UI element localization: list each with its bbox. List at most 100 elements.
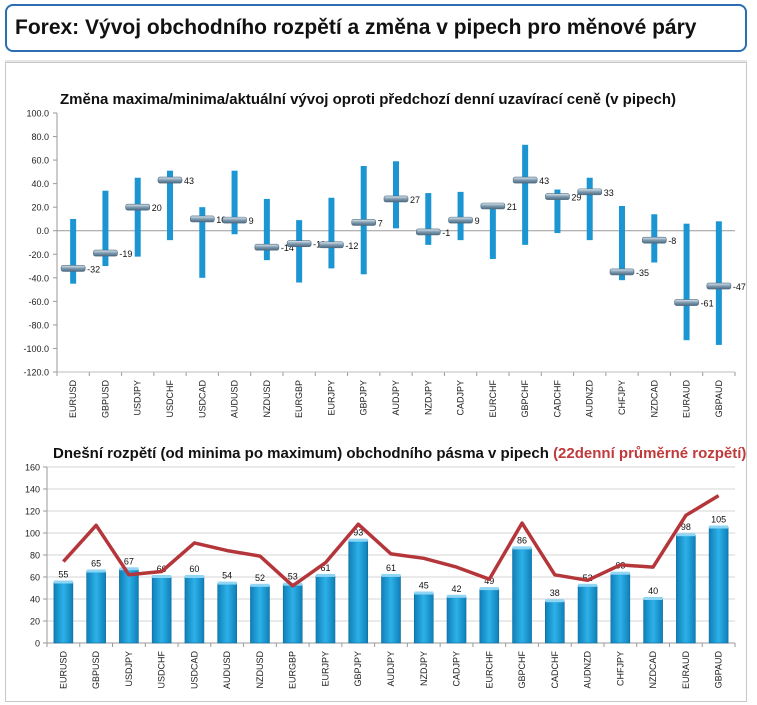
chart-1-category-label: NZDCAD (649, 380, 659, 418)
chart-1-category-label: CHFJPY (617, 380, 627, 415)
chart-2-bar (348, 540, 369, 644)
chart-2-category-label: NZDUSD (255, 651, 265, 689)
chart-2-value-label: 61 (386, 563, 396, 573)
chart-2-bar (512, 548, 532, 644)
chart-1-current-label: -47 (733, 282, 746, 292)
chart-2-value-label: 67 (124, 556, 134, 566)
chart-2-category-label: AUDUSD (222, 651, 232, 690)
chart-1-current-marker (351, 219, 377, 226)
chart-1-current-label: 43 (539, 176, 549, 186)
chart-1-current-label: -8 (668, 236, 676, 246)
chart-2-bar (151, 576, 172, 644)
chart-2-bar-cap (381, 573, 401, 577)
chart-2-bar (119, 568, 139, 644)
chart-1-category-label: USDCHF (165, 379, 175, 417)
chart-1-y-tick-label: -40.0 (28, 273, 49, 283)
chart-2-bar (184, 576, 205, 644)
chart-1-current-marker (448, 216, 473, 224)
chart-1-current-label: 7 (378, 218, 383, 228)
chart-2-value-label: 53 (288, 572, 298, 582)
chart-2-bar (315, 575, 336, 644)
chart-2-category-label: GBPJPY (353, 651, 363, 687)
chart-2-value-label: 93 (353, 528, 363, 538)
chart-1-current-label: -14 (281, 243, 294, 253)
frame-shadow (5, 60, 747, 63)
chart-1-y-tick-label: -20.0 (28, 250, 49, 260)
chart-2-bar-cap (512, 546, 532, 550)
chart-1-y-tick-label: -60.0 (28, 297, 49, 307)
chart-1-category-label: USDCAD (197, 380, 207, 419)
chart-1-current-marker (609, 268, 635, 276)
chart-2-value-label: 61 (320, 563, 330, 573)
chart-1-category-label: GBPAUD (714, 380, 724, 418)
chart-2-y-tick-label: 120 (25, 507, 40, 517)
chart-1-current-marker (286, 240, 312, 247)
chart-2-bar (610, 573, 631, 644)
chart-1-range-bar (167, 170, 173, 241)
chart-1-category-label: AUDUSD (230, 380, 240, 419)
chart-1-current-label: 29 (571, 193, 581, 203)
chart-2-bar-cap (184, 575, 204, 578)
chart-2-y-tick-label: 80 (30, 551, 40, 561)
chart-1-current-marker (319, 241, 344, 249)
chart-2-title-main: Dnešní rozpětí (od minima po maximum) ob… (53, 445, 549, 462)
chart-2-bar-cap (86, 569, 106, 573)
chart-2-value-label: 55 (58, 570, 68, 580)
chart-1-current-marker (383, 195, 409, 203)
chart-2-value-label: 98 (681, 522, 691, 532)
chart-1-y-tick-label: 0.0 (36, 226, 49, 236)
chart-1-category-label: EURCHF (488, 379, 498, 417)
chart-2-category-label: USDCHF (157, 650, 167, 688)
chart-2-value-label: 38 (550, 588, 560, 598)
chart-2-category-label: NZDCAD (648, 651, 658, 689)
chart-1-current-marker (254, 243, 280, 251)
chart-1-category-label: USDJPY (133, 380, 143, 416)
chart-1-range-bar (425, 193, 432, 245)
chart-1-range-bar (457, 191, 464, 241)
chart-2-bar (643, 598, 663, 644)
chart-1-current-label: -61 (701, 299, 714, 309)
chart-2-value-label: 40 (648, 586, 658, 596)
chart-2-category-label: EURJPY (320, 651, 330, 687)
chart-2-bar (282, 584, 303, 644)
chart-2-y-tick-label: 100 (25, 529, 40, 539)
chart-2-bar-cap (479, 587, 499, 591)
chart-2-y-tick-label: 60 (30, 573, 40, 583)
chart-2-title-red: (22denní průměrné rozpětí) (553, 445, 747, 462)
chart-2-bar (250, 585, 270, 644)
chart-2-bar-cap (414, 591, 434, 595)
chart-1-range-bar (683, 223, 690, 341)
chart-1-current-marker (512, 176, 538, 184)
chart-1-range-bar (102, 190, 109, 267)
chart-1-category-label: CADJPY (456, 380, 466, 416)
chart-2-value-label: 60 (189, 564, 199, 574)
chart-2-bar-cap (545, 599, 565, 603)
chart-2-y-tick-label: 40 (30, 595, 40, 605)
chart-1-current-label: 21 (507, 202, 517, 212)
chart-2-category-label: AUDNZD (583, 651, 593, 689)
chart-2-title: Dnešní rozpětí (od minima po maximum) ob… (53, 445, 746, 462)
chart-1-range-bar (296, 220, 303, 283)
chart-2-bar-cap (578, 583, 598, 587)
chart-2-value-label: 49 (484, 576, 494, 586)
chart-2-value-label: 52 (255, 573, 265, 583)
chart-2-bar (577, 585, 598, 644)
chart-1-category-label: AUDJPY (391, 380, 401, 416)
chart-1-current-marker (189, 215, 215, 223)
chart-2-bar-cap (152, 575, 172, 578)
chart-1-current-marker (674, 299, 699, 306)
chart-2-category-label: GBPUSD (91, 651, 101, 690)
chart-1-range-bar (554, 189, 561, 234)
chart-1-current-marker (125, 203, 151, 211)
chart-1-y-tick-label: -120.0 (23, 368, 49, 378)
chart-1-category-label: GBPCHF (520, 380, 530, 418)
chart-2-category-label: CADCHF (550, 650, 560, 688)
chart-1-category-label: AUDNZD (585, 380, 595, 418)
chart-1-range-bar (263, 198, 270, 261)
chart-1-range-bar (489, 203, 496, 259)
chart-1-current-marker (93, 249, 118, 257)
chart-1-current-label: -19 (119, 249, 132, 259)
chart-2-bar (413, 593, 434, 644)
chart-1-range-bar (134, 177, 141, 257)
chart-1-y-tick-label: 60.0 (31, 156, 49, 166)
